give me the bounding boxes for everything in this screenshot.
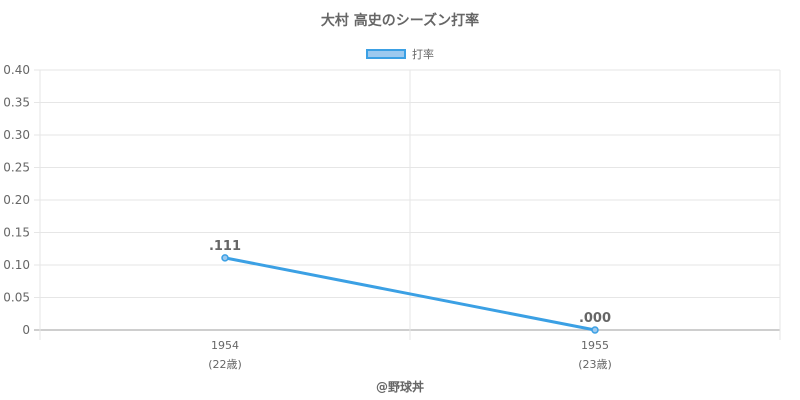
data-point (221, 254, 229, 262)
chart-title: 大村 高史のシーズン打率 (320, 13, 480, 29)
legend: 打率 (0, 46, 800, 62)
x-tick-sublabel: (23歳) (578, 358, 612, 371)
data-label: .111 (209, 239, 241, 254)
data-point (591, 326, 599, 334)
y-tick-label: 0.35 (3, 96, 30, 110)
y-tick-label: 0.10 (3, 258, 30, 272)
x-tick-label: 1955 (581, 339, 609, 352)
grid-layer (34, 69, 781, 340)
y-tick-label: 0.30 (3, 128, 30, 142)
series-line (224, 256, 596, 332)
y-tick-label: 0 (22, 323, 30, 337)
y-tick-label: 0.05 (3, 291, 30, 305)
y-tick-label: 0.25 (3, 161, 30, 175)
credit-text: @野球丼 (375, 380, 424, 394)
y-tick-label: 0.15 (3, 226, 30, 240)
legend-swatch (366, 49, 406, 59)
series-layer (221, 254, 599, 334)
x-tick-sublabel: (22歳) (208, 358, 242, 371)
label-layer: .111 .000 (209, 239, 611, 326)
y-tick-label: 0.40 (3, 63, 30, 77)
y-tick-label: 0.20 (3, 193, 30, 207)
x-tick-label: 1954 (211, 339, 239, 352)
axis-layer: 0 0.05 0.10 0.15 0.20 0.25 0.30 0.35 0.40 1954 (22… (3, 63, 612, 371)
data-label: .000 (579, 311, 611, 326)
legend-label: 打率 (412, 48, 434, 61)
